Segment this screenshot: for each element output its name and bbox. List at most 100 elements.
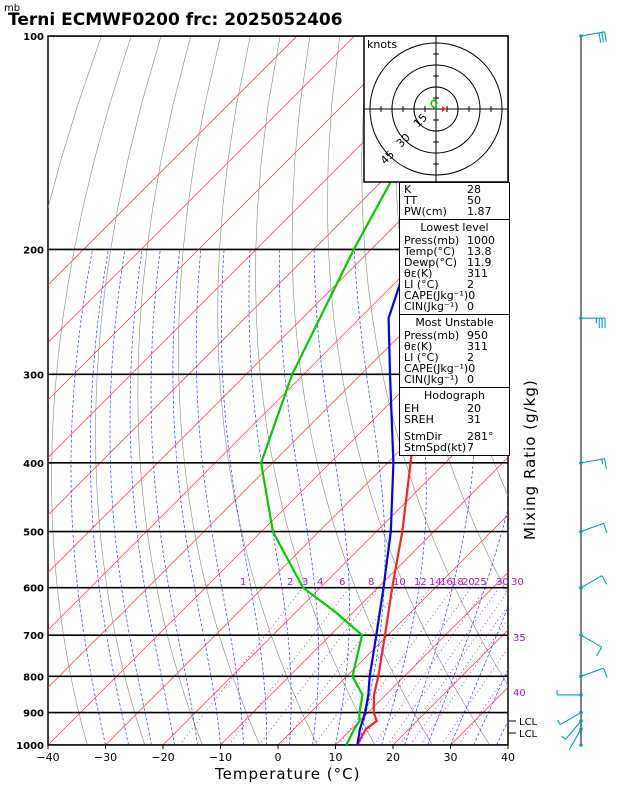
x-tick-label: 20: [386, 751, 400, 764]
mixing-ratio-label: 3: [302, 577, 308, 588]
indices-panel: K 28 TT 50 PW(cm) 1.87 Lowest level Press(m…: [399, 182, 510, 456]
x-tick-label: −30: [94, 751, 117, 764]
mixing-ratio-line: [338, 587, 454, 745]
isotherm-line: [162, 399, 508, 745]
x-tick-label: −20: [151, 751, 174, 764]
wind-barb-flag: [601, 575, 608, 585]
isotherm-line: [335, 572, 508, 745]
dry-adiabat-line: [255, 36, 376, 745]
most-unstable-box: Most Unstable Press(mb) 950 θε(K) 311 LI (…: [399, 314, 510, 388]
dry-adiabat-line: [291, 36, 433, 745]
mixing-ratio-line: [399, 590, 508, 745]
moist-adiabat-line: [313, 249, 350, 745]
lowest-level-title: Lowest level: [420, 221, 489, 234]
y-tick-label: 600: [23, 584, 44, 595]
dewpoint-profile-line: [259, 36, 482, 745]
x-tick-label: −10: [209, 751, 232, 764]
isotherm-line: [277, 514, 508, 745]
isotherm-line: [48, 36, 355, 343]
wind-barb-flag: [604, 458, 607, 469]
mixing-ratio-label: 25: [474, 577, 487, 588]
index-row: StmSpd(kt) 7: [404, 441, 474, 454]
dry-adiabat-line: [578, 36, 618, 745]
y-tick-label: 900: [23, 709, 44, 720]
wind-barb-flag: [596, 646, 603, 657]
index-row: θε(K) 311: [404, 340, 488, 353]
mixing-ratio-label: 6: [339, 577, 345, 588]
wind-barb-flag: [557, 719, 561, 725]
index-row: StmDir 281°: [404, 430, 494, 443]
index-row: EH 20: [404, 402, 481, 415]
mixing-ratio-line: [258, 587, 379, 745]
y-tick-label: 700: [23, 631, 44, 642]
mixing-ratio-line: [410, 605, 508, 745]
moist-adiabat-line: [221, 249, 267, 745]
mixing-ratio-line: [281, 587, 400, 745]
y-tick-label: 800: [23, 672, 44, 683]
moist-adiabat-line: [450, 605, 508, 745]
wind-barb-flag: [598, 32, 602, 43]
index-row: TT 50: [404, 194, 481, 207]
moist-adiabat-line: [70, 249, 106, 745]
wind-barb-staff: [565, 720, 582, 740]
index-row: Dewp(°C) 11.9: [404, 256, 492, 269]
wind-barb-staff: [580, 31, 605, 37]
y-tick-label: 100: [23, 32, 44, 43]
mixing-ratio-label: 30: [496, 577, 509, 588]
mixing-ratio-label: 12: [414, 577, 427, 588]
wind-barb-staff: [559, 712, 582, 726]
isotherm-line: [48, 36, 298, 286]
wind-barb-staff: [580, 667, 604, 677]
index-row: PW(cm) 1.87: [404, 205, 492, 218]
wind-barb-flag: [601, 459, 604, 465]
index-row: SREH 31: [404, 413, 481, 426]
dry-adiabat-line: [608, 36, 618, 745]
isotherm-line: [566, 36, 618, 745]
y-tick-label: 1000: [16, 741, 44, 752]
wind-barb-staff: [568, 728, 582, 751]
mixing-ratio-label: 18: [451, 577, 464, 588]
x-tick-label: 0: [275, 751, 282, 764]
index-row: θε(K) 311: [404, 267, 488, 280]
index-row: CAPE(Jkg⁻¹) 0: [404, 362, 476, 375]
y-tick-label: 300: [23, 370, 44, 381]
hodograph-trace: [430, 99, 438, 110]
dry-adiabat-line: [137, 36, 203, 745]
lcl-label: LCL: [519, 717, 538, 728]
mixing-ratio-line: [387, 587, 500, 745]
wind-barb-staff: [580, 634, 603, 648]
lowest-level-box: Lowest level Press(mb) 1000 Temp(°C) 13.8 …: [399, 219, 510, 315]
wind-barb-flag: [601, 32, 605, 43]
hodograph-title: Hodograph: [424, 389, 485, 402]
moist-adiabat-line: [150, 249, 198, 745]
mixing-ratio-label: 16: [440, 577, 453, 588]
dry-adiabat-line: [327, 36, 491, 745]
isotherm-line: [220, 457, 508, 745]
moist-adiabat-line: [172, 249, 221, 745]
mixing-ratio-axis-title: Mixing Ratio (g/kg): [521, 379, 539, 540]
index-row: LI (°C) 2: [404, 278, 474, 291]
y-tick-label: 500: [23, 528, 44, 539]
mixing-ratio-label: 8: [368, 577, 374, 588]
x-tick-label: 30: [444, 751, 458, 764]
indices-top-box: K 28 TT 50 PW(cm) 1.87: [399, 182, 510, 220]
wind-barb-staff: [580, 458, 605, 464]
wind-barb-staff: [580, 522, 604, 533]
wind-barb-staff: [580, 575, 603, 589]
wind-barb-flag: [604, 31, 607, 42]
index-row: Temp(°C) 13.8: [404, 245, 492, 258]
mixing-ratio-label: 35: [513, 633, 526, 644]
dry-adiabat-line: [361, 36, 508, 687]
x-tick-label: 10: [329, 751, 343, 764]
mixing-ratio-line: [313, 587, 431, 745]
moist-adiabat-line: [195, 249, 244, 745]
wind-barb-dot: [579, 743, 583, 747]
mixing-ratio-label: 4: [317, 577, 323, 588]
storm-motion-marker: [442, 106, 446, 112]
mixing-ratio-label: 40: [513, 688, 526, 699]
isotherm-line: [48, 36, 413, 401]
index-row: LI (°C) 2: [404, 351, 474, 364]
most-unstable-title: Most Unstable: [415, 316, 494, 329]
x-axis-title: Temperature (°C): [215, 765, 361, 783]
wind-barb-flag: [603, 667, 608, 678]
